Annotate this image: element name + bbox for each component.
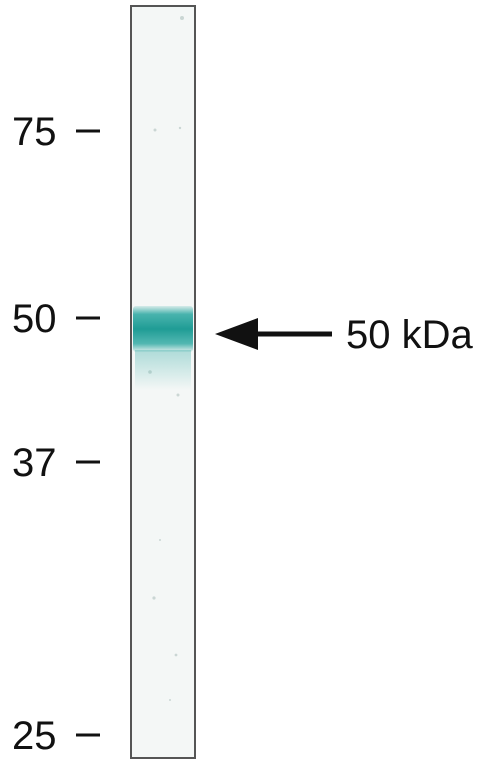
arrow-head-icon bbox=[215, 318, 258, 350]
marker-label: 37 bbox=[12, 441, 57, 485]
marker-75: 75 bbox=[12, 110, 100, 154]
marker-37: 37 bbox=[12, 441, 100, 485]
marker-25: 25 bbox=[12, 714, 100, 758]
marker-label: 25 bbox=[12, 714, 57, 758]
annotation-label: 50 kDa bbox=[346, 313, 473, 357]
band-annotation: 50 kDa bbox=[215, 313, 473, 357]
molecular-weight-markers: 75 50 37 25 bbox=[12, 110, 100, 758]
marker-label: 50 bbox=[12, 297, 57, 341]
marker-50: 50 bbox=[12, 297, 100, 341]
protein-band bbox=[133, 306, 193, 390]
marker-label: 75 bbox=[12, 110, 57, 154]
